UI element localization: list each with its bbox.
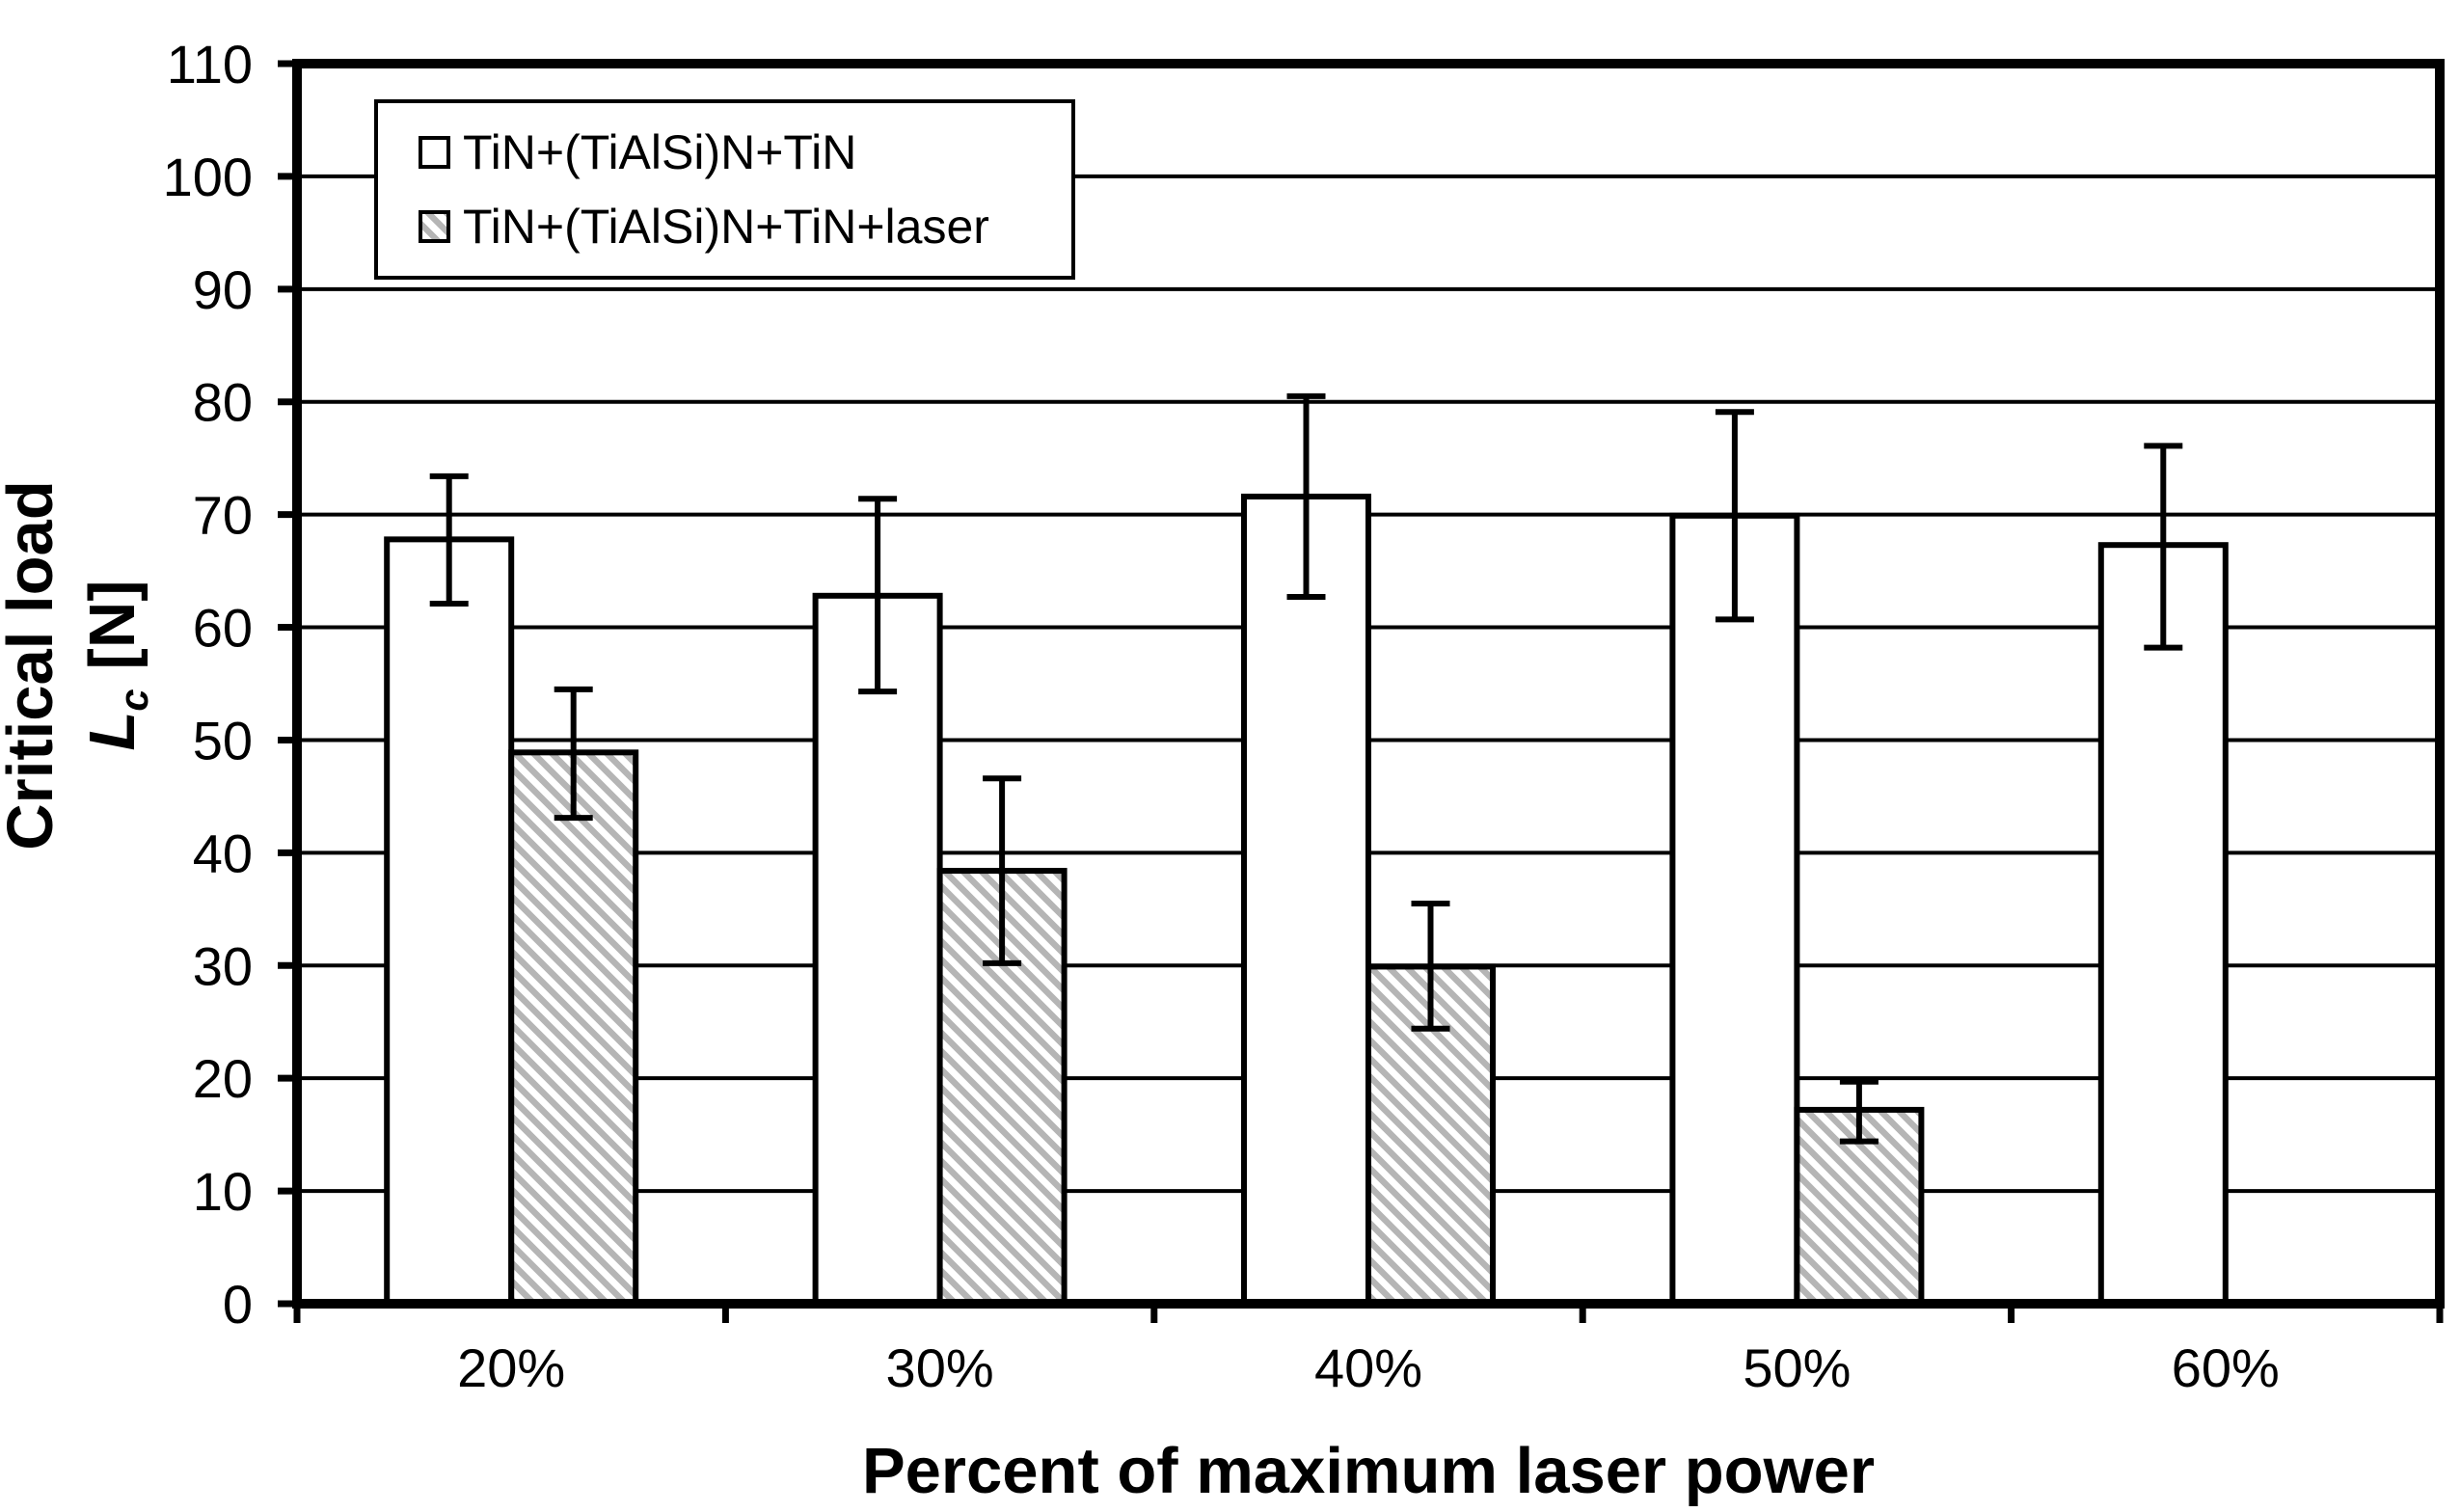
y-tick-label-60: 60: [193, 598, 253, 659]
y-axis-title-line2: Lc [N]: [71, 480, 175, 850]
y-tick-label-110: 110: [167, 34, 253, 94]
y-axis-title-line1: Critical load: [0, 480, 67, 850]
bar-plain-40%: [1241, 493, 1371, 1307]
y-axis-unit: [N]: [75, 580, 149, 670]
legend-item-laser: TiN+(TiAlSi)N+TiN+laser: [419, 202, 1071, 251]
error-bar-laser-30%: [983, 775, 1022, 966]
y-tick-label-50: 50: [193, 710, 253, 770]
y-tick-label-0: 0: [223, 1274, 253, 1335]
labels-layer: 20% 30% 40% 50% 60% 0 10 20 30 40 50 60 70 80 90 100 110: [163, 34, 2280, 1398]
bar-plain-20%: [384, 536, 515, 1307]
x-axis-title: Percent of maximum laser power: [861, 1435, 1876, 1507]
x-tick-label-50%: 50%: [1743, 1337, 1851, 1398]
error-bar-plain-60%: [2144, 443, 2183, 651]
plot-border: [292, 59, 2445, 1309]
y-tick-label-30: 30: [193, 935, 253, 996]
error-bar-laser-40%: [1411, 900, 1450, 1032]
y-tick-label-100: 100: [163, 147, 253, 207]
y-tick-label-20: 20: [193, 1048, 253, 1109]
y-tick-label-70: 70: [193, 485, 253, 546]
error-bar-plain-50%: [1715, 409, 1754, 623]
error-bar-laser-20%: [554, 686, 593, 822]
y-axis-symbol-subscript: c: [111, 688, 157, 712]
error-bar-plain-40%: [1286, 392, 1326, 600]
y-tick-label-90: 90: [193, 259, 253, 320]
bar-plain-60%: [2097, 542, 2229, 1307]
x-tick-label-20%: 20%: [457, 1337, 565, 1398]
error-bar-laser-50%: [1839, 1078, 1879, 1145]
x-tick-label-30%: 30%: [886, 1337, 994, 1398]
y-tick-label-10: 10: [193, 1161, 253, 1222]
bar-plain-30%: [812, 592, 943, 1307]
legend-label-plain: TiN+(TiAlSi)N+TiN: [463, 125, 857, 180]
legend-item-plain: TiN+(TiAlSi)N+TiN: [419, 128, 1071, 176]
x-tick-label-60%: 60%: [2172, 1337, 2280, 1398]
y-axis-symbol: L: [75, 711, 149, 751]
bar-plain-50%: [1669, 512, 1800, 1307]
legend-label-laser: TiN+(TiAlSi)N+TiN+laser: [463, 199, 989, 254]
legend-marker-hatched-icon: [419, 209, 450, 243]
plot-frame-layer: [292, 59, 2445, 1309]
bars-layer: [384, 392, 2229, 1308]
bar-laser-20%: [508, 749, 639, 1307]
y-tick-label-80: 80: [193, 372, 253, 433]
x-tick-label-40%: 40%: [1314, 1337, 1422, 1398]
legend-box: TiN+(TiAlSi)N+TiN TiN+(TiAlSi)N+TiN+lase…: [374, 99, 1075, 280]
error-bar-plain-30%: [858, 496, 898, 695]
ticks-layer: [278, 60, 2444, 1323]
y-tick-label-40: 40: [193, 823, 253, 883]
y-axis-title: Critical load Lc [N]: [0, 480, 175, 850]
legend-marker-plain-icon: [419, 136, 450, 170]
error-bar-plain-20%: [429, 472, 469, 607]
